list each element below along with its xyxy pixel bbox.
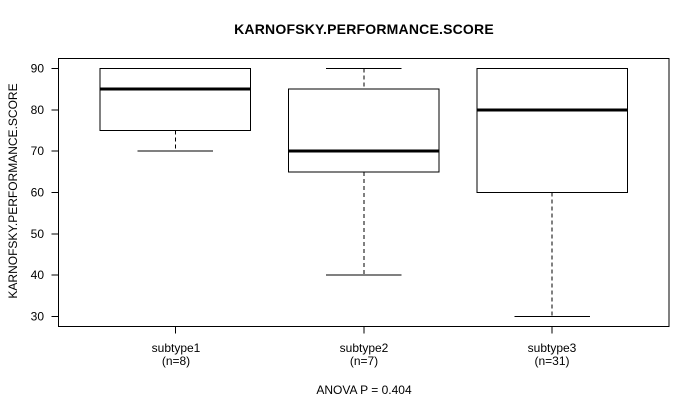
- y-tick-label: 70: [31, 144, 45, 158]
- y-tick-label: 80: [31, 103, 45, 117]
- box-subtype2: [287, 88, 440, 173]
- x-tick-label-subtype3: subtype3 (n=31): [528, 342, 577, 368]
- box-subtype1: [99, 67, 252, 131]
- x-tick-label-subtype1: subtype1 (n=8): [152, 342, 201, 368]
- category-name: subtype1: [151, 341, 201, 355]
- y-tick-label: 90: [31, 61, 45, 75]
- y-tick-label: 50: [31, 227, 45, 241]
- chart-title: KARNOFSKY.PERFORMANCE.SCORE: [234, 21, 494, 37]
- y-tick-label: 60: [31, 186, 45, 200]
- category-count: (n=31): [534, 354, 570, 368]
- box-subtype3: [476, 67, 629, 193]
- y-tick-label: 40: [31, 268, 45, 282]
- y-tick-label: 30: [31, 310, 45, 324]
- category-name: subtype2: [339, 341, 389, 355]
- category-count: (n=8): [161, 354, 191, 368]
- x-tick-label-subtype2: subtype2 (n=7): [340, 342, 389, 368]
- category-count: (n=7): [349, 354, 379, 368]
- anova-annotation: ANOVA P = 0.404: [316, 383, 412, 397]
- category-name: subtype3: [527, 341, 577, 355]
